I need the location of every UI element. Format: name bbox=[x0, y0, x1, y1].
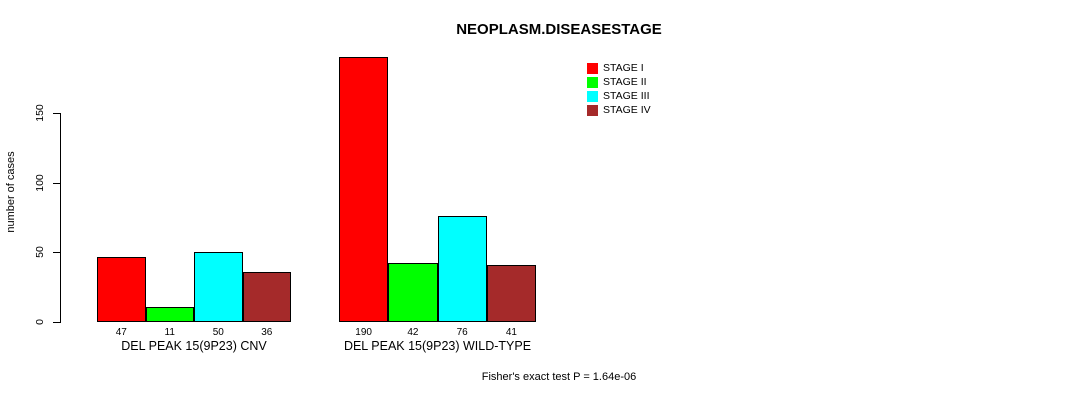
legend-item-label: STAGE III bbox=[603, 90, 650, 102]
bar-value-label: 50 bbox=[212, 327, 224, 338]
bar-stage-i-group1 bbox=[97, 256, 146, 322]
bar-value-label: 76 bbox=[456, 327, 468, 338]
bar-stage-ii-group2 bbox=[388, 263, 438, 322]
legend-swatch bbox=[587, 77, 598, 88]
legend-item-label: STAGE I bbox=[603, 62, 644, 74]
legend-item-label: STAGE IV bbox=[603, 104, 651, 116]
y-axis-label: number of cases bbox=[5, 151, 17, 233]
annotation-text: Fisher's exact test P = 1.64e-06 bbox=[481, 371, 637, 383]
bar-stage-iii-group2 bbox=[437, 216, 487, 322]
chart-title: NEOPLASM.DISEASESTAGE bbox=[456, 21, 662, 38]
y-axis-line bbox=[60, 113, 61, 323]
category-label: DEL PEAK 15(9P23) CNV bbox=[121, 339, 267, 353]
bar-stage-i-group2 bbox=[339, 57, 389, 322]
bar-value-label: 190 bbox=[355, 327, 372, 338]
legend-item: STAGE III bbox=[587, 91, 651, 102]
bar-value-label: 36 bbox=[261, 327, 273, 338]
legend-item: STAGE I bbox=[587, 63, 651, 74]
bar-value-label: 41 bbox=[505, 327, 517, 338]
category-label: DEL PEAK 15(9P23) WILD-TYPE bbox=[343, 339, 532, 353]
legend-swatch bbox=[587, 105, 598, 116]
bar-stage-iv-group2 bbox=[486, 264, 536, 322]
y-tick-mark bbox=[53, 113, 61, 114]
legend-item: STAGE IV bbox=[587, 105, 651, 116]
bar-value-label: 11 bbox=[164, 327, 175, 338]
legend-item-label: STAGE II bbox=[603, 76, 647, 88]
y-tick-label: 100 bbox=[34, 173, 46, 192]
bar-value-label: 42 bbox=[407, 327, 419, 338]
bar-stage-ii-group1 bbox=[145, 306, 194, 322]
bar-value-label: 47 bbox=[115, 327, 127, 338]
y-tick-label: 50 bbox=[34, 246, 46, 259]
y-tick-label: 150 bbox=[34, 104, 46, 122]
y-tick-mark bbox=[53, 182, 61, 184]
legend: STAGE I STAGE II STAGE III STAGE IV bbox=[587, 63, 651, 119]
y-tick-mark bbox=[53, 322, 61, 323]
bar-stage-iv-group1 bbox=[242, 271, 291, 322]
bar-stage-iii-group1 bbox=[194, 252, 243, 322]
y-tick-mark bbox=[53, 252, 61, 254]
legend-swatch bbox=[587, 91, 598, 102]
y-tick-label: 0 bbox=[34, 319, 46, 325]
legend-item: STAGE II bbox=[587, 77, 651, 88]
legend-swatch bbox=[587, 63, 598, 74]
